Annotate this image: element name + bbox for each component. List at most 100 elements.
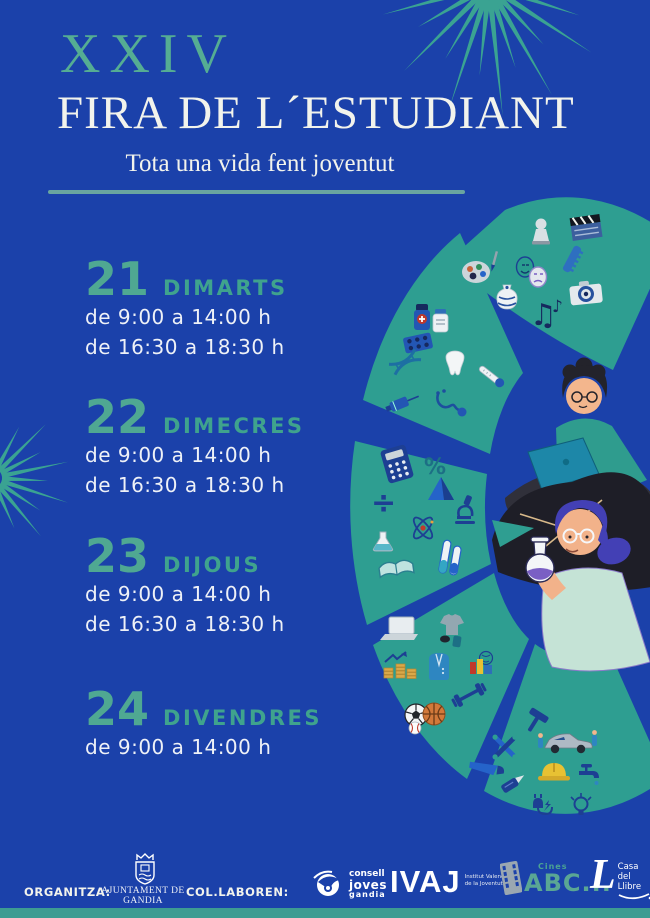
dumbbell-icon xyxy=(451,683,487,707)
calculator-icon xyxy=(380,444,414,484)
sculpture-bust-icon xyxy=(532,218,550,245)
casa-line3: Llibre xyxy=(617,881,642,892)
edition-number: XXIV xyxy=(60,23,236,85)
schedule-day-21: 21 DIMARTS de 9:00 a 14:00 h de 16:30 a … xyxy=(85,256,288,362)
pyramid-icon xyxy=(428,477,454,500)
ivaj-subtext-2: de la Joventut xyxy=(464,880,503,887)
organizer-name: AJUNTAMENT DE GANDIA xyxy=(101,886,185,906)
book-icon xyxy=(378,559,415,579)
music-notes-icon: ♫ ♪ xyxy=(530,297,563,333)
hammer-icon xyxy=(527,707,549,732)
paintbrush-icon xyxy=(491,251,499,272)
dna-icon xyxy=(388,348,422,376)
starburst-left-icon xyxy=(0,424,69,537)
day-name: DIVENDRES xyxy=(163,706,323,730)
stethoscope-icon xyxy=(436,389,467,417)
day-number: 23 xyxy=(85,529,150,583)
hard-hat-icon xyxy=(538,763,570,781)
thermometer-icon xyxy=(478,365,505,388)
day-name: DIMARTS xyxy=(163,276,288,300)
poster-subtitle: Tota una vida fent joventut xyxy=(125,150,395,177)
schedule-day-23: 23 DIJOUS de 9:00 a 14:00 h de 16:30 a 1… xyxy=(85,533,285,639)
segment-arts xyxy=(447,197,650,370)
segment-trades xyxy=(484,637,650,814)
wrenches-icon xyxy=(492,734,518,760)
saw-icon xyxy=(469,761,505,776)
basketball-icon xyxy=(422,702,446,726)
day-time: de 16:30 a 18:30 h xyxy=(85,335,285,359)
svg-text:÷: ÷ xyxy=(371,486,396,521)
car-repair-icon xyxy=(538,730,597,754)
casa-line1: Casa xyxy=(617,862,639,872)
ivaj-abbr: IVAJ xyxy=(390,864,461,899)
clothes-icon xyxy=(440,614,464,648)
header-divider xyxy=(48,190,465,194)
day-time: de 16:30 a 18:30 h xyxy=(85,612,285,636)
pill-blister-icon xyxy=(403,332,433,354)
faucet-icon xyxy=(579,764,599,785)
cines-label: Cines xyxy=(538,861,568,871)
casa-swoosh-icon xyxy=(618,893,650,900)
joves-line3: gandia xyxy=(349,889,386,899)
chef-jacket-icon xyxy=(429,653,449,680)
gandia-coat-of-arms-icon xyxy=(135,853,155,885)
light-bulb-icon xyxy=(570,793,592,815)
medicine-bottles-icon xyxy=(414,304,449,333)
market-icon xyxy=(470,650,494,674)
organizer-label: ORGANITZA: xyxy=(24,885,111,899)
day-time: de 9:00 a 14:00 h xyxy=(85,443,272,467)
percent-icon: % xyxy=(424,455,446,480)
laptop-icon xyxy=(380,616,418,640)
division-icon: ÷ xyxy=(371,486,396,521)
day-number: 22 xyxy=(85,390,150,444)
film-strip-icon xyxy=(500,860,522,896)
schedule-day-24: 24 DIVENDRES de 9:00 a 14:00 h xyxy=(85,686,322,762)
ivaj-subtext-1: Institut Valencià xyxy=(464,874,509,880)
bottom-accent-strip xyxy=(0,908,650,918)
joves-line1: consell xyxy=(349,868,385,879)
svg-text:%: % xyxy=(424,455,446,480)
joves-bird-icon xyxy=(313,870,340,896)
logo-ivaj: IVAJ Institut Valencià de la Joventut xyxy=(390,864,509,899)
electric-plug-icon xyxy=(533,794,553,816)
vase-icon xyxy=(496,284,518,310)
logo-casa-del-llibre: L Casa del Llibre xyxy=(590,852,650,906)
svg-text:♫: ♫ xyxy=(530,298,557,333)
day-time: de 9:00 a 14:00 h xyxy=(85,735,272,759)
baseball-icon xyxy=(408,721,422,735)
joves-line2: joves xyxy=(349,877,387,892)
day-time: de 9:00 a 14:00 h xyxy=(85,305,272,329)
logo-consell-joves-gandia: consell joves gandia xyxy=(312,868,387,900)
day-number: 21 xyxy=(85,252,150,306)
casa-line2: del xyxy=(617,871,631,882)
casa-initial: L xyxy=(590,852,616,898)
abc-label: ABC... xyxy=(524,868,612,897)
student-with-flask xyxy=(492,472,650,672)
test-tubes-icon xyxy=(438,539,462,576)
logo-cines-abc: Cines ABC... xyxy=(500,860,612,896)
day-name: DIMECRES xyxy=(163,414,305,438)
palette-icon xyxy=(462,261,490,283)
day-time: de 16:30 a 18:30 h xyxy=(85,473,285,497)
flask-icon xyxy=(372,531,394,552)
syringe-icon xyxy=(385,395,419,412)
coins-chart-icon xyxy=(383,651,417,679)
poster-title: FIRA DE L´ESTUDIANT xyxy=(57,87,575,139)
comb-icon xyxy=(562,245,584,273)
microscope-icon xyxy=(455,495,475,524)
day-time: de 9:00 a 14:00 h xyxy=(85,582,272,606)
clapperboard-icon xyxy=(569,214,603,241)
day-number: 24 xyxy=(85,682,150,736)
utility-knife-icon xyxy=(501,775,525,793)
day-name: DIJOUS xyxy=(163,553,262,577)
collaborators-label: COL.LABOREN: xyxy=(186,885,289,899)
svg-text:♪: ♪ xyxy=(552,297,563,317)
schedule-day-22: 22 DIMECRES de 9:00 a 14:00 h de 16:30 a… xyxy=(85,394,305,500)
theater-masks-icon xyxy=(515,256,548,288)
camera-icon xyxy=(569,280,603,306)
tooth-icon xyxy=(445,350,465,376)
starburst-top-icon xyxy=(382,0,592,117)
atom-icon xyxy=(412,516,434,540)
